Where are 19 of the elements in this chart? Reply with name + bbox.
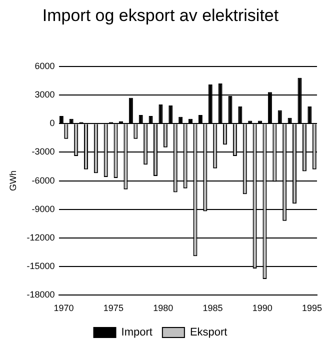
y-axis-title: GWh <box>8 170 18 192</box>
x-tick-label: 1980 <box>153 303 174 314</box>
x-tick-label: 1975 <box>103 303 124 314</box>
chart-title: Import og eksport av elektrisitet <box>42 6 279 25</box>
x-tick-label: 1985 <box>202 303 223 314</box>
legend-label: Eksport <box>190 326 228 339</box>
y-tick-label: 0 <box>50 118 55 128</box>
legend-label: Import <box>121 326 152 339</box>
y-tick-label: -15000 <box>26 261 55 272</box>
y-tick-label: 6000 <box>34 60 55 71</box>
x-tick-label: 1995 <box>302 303 322 314</box>
y-tick-label: -9000 <box>32 204 55 214</box>
y-tick-label: -18000 <box>26 290 55 300</box>
y-tick-label: -12000 <box>26 232 55 242</box>
y-tick-label: -6000 <box>32 175 55 186</box>
x-tick-label: 1970 <box>54 303 74 314</box>
y-tick-label: 3000 <box>34 89 55 100</box>
y-tick-label: -3000 <box>32 146 55 157</box>
x-tick-label: 1990 <box>252 303 272 314</box>
